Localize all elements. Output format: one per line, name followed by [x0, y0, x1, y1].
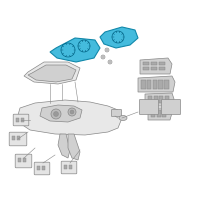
FancyBboxPatch shape: [141, 80, 146, 89]
Bar: [16, 118, 19, 121]
Bar: [64, 165, 67, 168]
Bar: [21, 118, 24, 121]
Circle shape: [105, 48, 109, 52]
FancyBboxPatch shape: [151, 66, 157, 70]
Circle shape: [70, 110, 74, 114]
Circle shape: [108, 60, 112, 64]
FancyBboxPatch shape: [153, 80, 157, 89]
FancyBboxPatch shape: [34, 162, 50, 175]
Circle shape: [51, 109, 61, 119]
Bar: [42, 166, 45, 170]
FancyBboxPatch shape: [112, 110, 122, 116]
Circle shape: [54, 112, 58, 116]
Bar: [37, 166, 40, 170]
Polygon shape: [24, 62, 80, 84]
FancyBboxPatch shape: [15, 154, 32, 168]
FancyBboxPatch shape: [61, 161, 77, 174]
FancyBboxPatch shape: [151, 62, 157, 65]
Polygon shape: [50, 38, 100, 62]
FancyBboxPatch shape: [143, 66, 149, 70]
Polygon shape: [18, 100, 122, 135]
Polygon shape: [140, 58, 172, 74]
Polygon shape: [68, 134, 80, 160]
Circle shape: [68, 108, 76, 116]
FancyBboxPatch shape: [147, 80, 151, 89]
Bar: [18, 158, 21, 162]
Bar: [69, 165, 72, 168]
Polygon shape: [138, 76, 175, 92]
FancyBboxPatch shape: [162, 99, 180, 114]
FancyBboxPatch shape: [159, 96, 163, 102]
FancyBboxPatch shape: [13, 114, 29, 126]
Bar: [23, 158, 26, 162]
Bar: [12, 136, 15, 140]
Bar: [17, 136, 20, 140]
FancyBboxPatch shape: [159, 66, 165, 70]
FancyBboxPatch shape: [154, 96, 158, 102]
FancyBboxPatch shape: [162, 110, 166, 117]
Polygon shape: [145, 93, 174, 106]
Circle shape: [101, 55, 105, 59]
FancyBboxPatch shape: [148, 96, 152, 102]
FancyBboxPatch shape: [140, 99, 158, 114]
FancyBboxPatch shape: [158, 80, 163, 89]
FancyBboxPatch shape: [151, 110, 155, 117]
FancyBboxPatch shape: [156, 110, 160, 117]
FancyBboxPatch shape: [164, 80, 169, 89]
Polygon shape: [100, 27, 138, 48]
Polygon shape: [40, 105, 82, 122]
FancyBboxPatch shape: [159, 62, 165, 65]
Polygon shape: [148, 108, 172, 120]
FancyBboxPatch shape: [143, 62, 149, 65]
FancyBboxPatch shape: [164, 96, 168, 102]
FancyBboxPatch shape: [9, 132, 27, 146]
Ellipse shape: [119, 116, 127, 120]
Polygon shape: [58, 134, 70, 158]
Polygon shape: [28, 65, 76, 82]
